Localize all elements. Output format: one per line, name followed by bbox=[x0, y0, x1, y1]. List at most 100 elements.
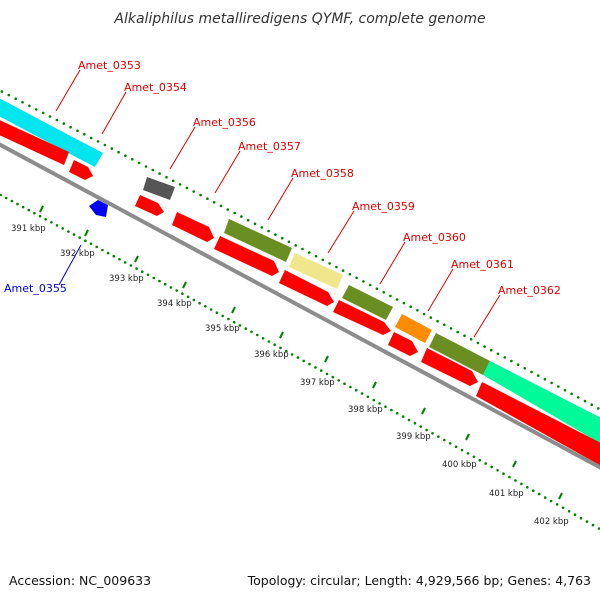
accession-text: Accession: NC_009633 bbox=[9, 573, 152, 588]
inner-ruler-dot bbox=[437, 435, 440, 438]
gene-label-amet-0361[interactable]: Amet_0361 bbox=[451, 258, 514, 271]
outer-ruler-dot bbox=[96, 140, 100, 143]
gene-label-amet-0362[interactable]: Amet_0362 bbox=[498, 284, 561, 297]
outer-ruler-dot bbox=[510, 359, 513, 363]
inner-ruler-dot bbox=[44, 218, 47, 221]
genome-backbone bbox=[0, 142, 600, 470]
inner-ruler-dot bbox=[579, 516, 583, 520]
cds-amet-0353 bbox=[0, 120, 69, 165]
inner-ruler-dot bbox=[250, 330, 253, 334]
inner-ruler-dot bbox=[72, 233, 76, 236]
ruler-labels: 391 kbp 392 kbp 393 kbp 394 kbp 395 kbp … bbox=[11, 224, 569, 527]
leader-line-amet-0353 bbox=[55, 69, 81, 112]
gene-label-amet-0355[interactable]: Amet_0355 bbox=[4, 282, 67, 295]
gene-labels: Amet_0353 Amet_0354 Amet_0355 Amet_0356 … bbox=[4, 59, 561, 297]
inner-ruler-dot bbox=[508, 475, 511, 479]
tick-label: 395 kbp bbox=[205, 324, 240, 334]
ruler-tick bbox=[39, 205, 44, 213]
outer-ruler-dot bbox=[76, 129, 79, 132]
outer-ruler-dot bbox=[375, 287, 379, 291]
outer-ruler-dot bbox=[144, 165, 148, 168]
outer-ruler-dot bbox=[14, 97, 17, 100]
inner-dot-ruler bbox=[0, 193, 600, 530]
outer-ruler-dot bbox=[429, 316, 433, 319]
outer-ruler-dot bbox=[158, 172, 161, 175]
leader-line-amet-0362 bbox=[473, 294, 501, 338]
inner-ruler-dot bbox=[484, 462, 488, 465]
inner-ruler-dot bbox=[532, 489, 535, 493]
inner-ruler-dot bbox=[146, 273, 150, 277]
outer-ruler-dot bbox=[368, 283, 372, 287]
inner-ruler-dot bbox=[67, 230, 70, 233]
cds-amet-0358 bbox=[214, 236, 279, 276]
inner-ruler-dot bbox=[55, 224, 59, 227]
tick-label: 401 kbp bbox=[489, 489, 524, 499]
outer-ruler-dot bbox=[83, 133, 86, 136]
cds-ring bbox=[0, 120, 600, 466]
inner-ruler-dot bbox=[163, 282, 167, 286]
inner-ruler-dot bbox=[141, 270, 144, 274]
outer-ruler-dot bbox=[41, 111, 45, 115]
outer-ruler-dot bbox=[28, 104, 31, 108]
inner-ruler-dot bbox=[244, 327, 248, 330]
outer-ruler-dot bbox=[117, 150, 120, 154]
ruler-tick bbox=[134, 255, 139, 263]
gene-label-amet-0356[interactable]: Amet_0356 bbox=[193, 116, 256, 129]
inner-ruler-dot bbox=[112, 254, 116, 258]
outer-ruler-dot bbox=[185, 186, 189, 190]
tick-label: 392 kbp bbox=[60, 249, 95, 259]
gene-label-amet-0354[interactable]: Amet_0354 bbox=[124, 81, 187, 94]
tick-label: 393 kbp bbox=[109, 274, 144, 284]
inner-ruler-dot bbox=[496, 469, 499, 472]
cog-bar-amet-0356 bbox=[143, 177, 175, 200]
gene-label-amet-0353[interactable]: Amet_0353 bbox=[78, 59, 141, 72]
leader-line-amet-0358 bbox=[267, 177, 294, 221]
inner-ruler-dot bbox=[169, 286, 173, 289]
gene-label-amet-0360[interactable]: Amet_0360 bbox=[403, 231, 466, 244]
inner-ruler-dot bbox=[192, 298, 196, 302]
inner-ruler-dot bbox=[215, 311, 219, 315]
inner-ruler-dot bbox=[78, 236, 81, 239]
outer-ruler-dot bbox=[294, 244, 298, 247]
outer-ruler-dot bbox=[409, 305, 412, 309]
outer-ruler-dot bbox=[206, 197, 209, 200]
outer-ruler-dot bbox=[7, 93, 11, 97]
inner-ruler-dot bbox=[209, 308, 213, 311]
inner-ruler-dot bbox=[354, 388, 358, 392]
inner-ruler-dot bbox=[302, 359, 306, 363]
outer-ruler-dot bbox=[89, 136, 93, 140]
inner-ruler-dot bbox=[135, 267, 138, 270]
gene-label-amet-0358[interactable]: Amet_0358 bbox=[291, 167, 354, 180]
outer-ruler-dot bbox=[69, 125, 72, 129]
inner-ruler-dot bbox=[95, 245, 98, 249]
inner-ruler-dot bbox=[384, 405, 387, 409]
outer-ruler-dot bbox=[35, 108, 38, 111]
ruler-tick bbox=[372, 381, 377, 389]
cds-amet-0361 bbox=[388, 332, 418, 356]
inner-ruler-dot bbox=[89, 242, 93, 246]
inner-ruler-dot bbox=[431, 432, 434, 435]
label-leader-lines bbox=[55, 69, 501, 338]
outer-ruler-dot bbox=[583, 399, 587, 403]
inner-ruler-dot bbox=[360, 392, 364, 395]
inner-ruler-dot bbox=[4, 196, 8, 200]
outer-ruler-dot bbox=[416, 309, 419, 312]
outer-ruler-dot bbox=[530, 370, 533, 374]
outer-ruler-dot bbox=[314, 254, 318, 258]
outer-ruler-dot bbox=[178, 183, 182, 186]
inner-ruler-dot bbox=[221, 314, 224, 318]
outer-ruler-dot bbox=[267, 229, 270, 233]
inner-ruler-dot bbox=[460, 448, 464, 452]
gene-label-amet-0357[interactable]: Amet_0357 bbox=[238, 140, 301, 153]
outer-ruler-dot bbox=[240, 215, 243, 218]
outer-ruler-dot bbox=[402, 301, 406, 305]
gene-label-amet-0359[interactable]: Amet_0359 bbox=[352, 200, 415, 213]
leader-line-amet-0355 bbox=[58, 244, 82, 286]
inner-ruler-dot bbox=[561, 506, 565, 510]
inner-ruler-dot bbox=[101, 248, 104, 252]
inner-ruler-dot bbox=[472, 455, 476, 459]
inner-ruler-dot bbox=[290, 353, 294, 356]
inner-ruler-dot bbox=[526, 486, 529, 489]
